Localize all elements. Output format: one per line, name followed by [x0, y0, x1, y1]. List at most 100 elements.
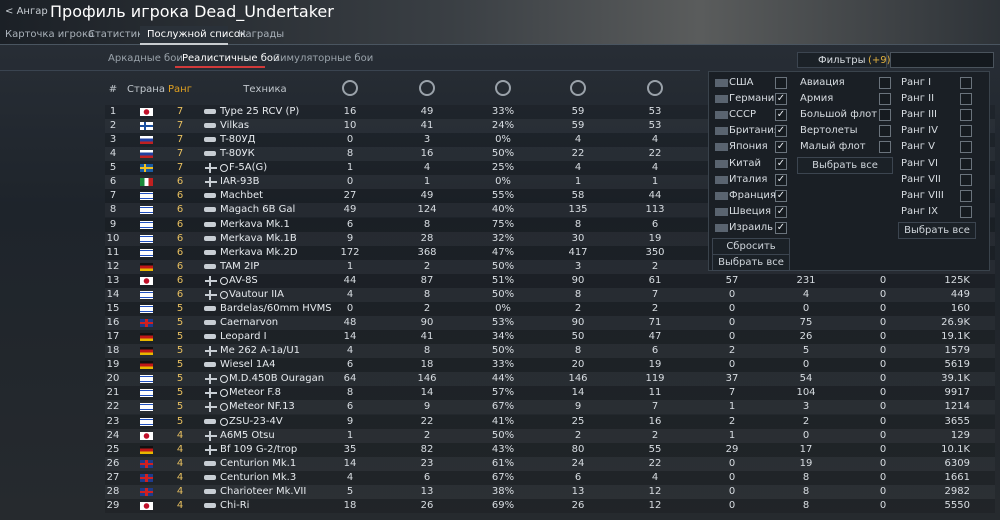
checkbox[interactable] — [879, 141, 891, 154]
filter-button[interactable]: Сбросить — [712, 238, 790, 255]
checkbox[interactable] — [879, 125, 891, 138]
stat-cell: 6309 — [944, 457, 970, 469]
vehicle-icon — [204, 151, 216, 157]
checkbox[interactable] — [960, 93, 972, 106]
vehicle-icon-wing — [209, 374, 211, 385]
table-row[interactable] — [105, 330, 995, 345]
stat-cell: 47% — [491, 246, 515, 258]
column-icon[interactable] — [342, 80, 358, 96]
tab[interactable]: Статистика — [88, 29, 150, 40]
table-row[interactable] — [105, 273, 995, 288]
table-row[interactable] — [105, 414, 995, 429]
checkbox[interactable]: ✓ — [775, 173, 787, 186]
row-number: 21 — [106, 387, 120, 399]
filter-button[interactable]: Выбрать все — [898, 222, 976, 239]
column-header[interactable]: Ранг — [168, 84, 192, 95]
checkbox[interactable] — [960, 205, 972, 218]
mode-tab[interactable]: Реалистичные бои — [182, 53, 280, 64]
column-icon[interactable] — [570, 80, 586, 96]
filter-button[interactable]: Выбрать все — [797, 157, 893, 174]
table-row[interactable] — [105, 498, 995, 513]
table-row[interactable] — [105, 470, 995, 485]
checkbox[interactable] — [879, 109, 891, 122]
mode-tab[interactable]: Симуляторные бои — [273, 53, 374, 64]
column-header: # — [108, 84, 118, 95]
stat-cell: 6 — [346, 359, 354, 371]
table-row[interactable] — [105, 358, 995, 373]
back-button[interactable]: < Ангар | — [5, 6, 55, 17]
stat-cell: 0 — [346, 176, 354, 188]
stat-cell: 449 — [950, 288, 970, 300]
stat-cell: 61 — [648, 274, 662, 286]
filter-button[interactable]: Выбрать все — [712, 254, 790, 271]
tab[interactable]: Послужной список — [147, 29, 246, 40]
search-box[interactable] — [890, 52, 994, 68]
stat-cell: 18 — [343, 499, 357, 511]
column-icon[interactable] — [419, 80, 435, 96]
checkbox[interactable] — [775, 77, 787, 89]
checkbox[interactable] — [960, 109, 972, 122]
column-icon[interactable] — [495, 80, 511, 96]
table-row[interactable] — [105, 301, 995, 316]
country-flag — [715, 143, 728, 152]
stat-cell: 8 — [574, 288, 582, 300]
stat-cell: 90 — [571, 274, 585, 286]
stat-cell: 19 — [648, 359, 662, 371]
stat-cell: 10.1K — [941, 443, 970, 455]
checkbox[interactable]: ✓ — [775, 109, 787, 122]
vehicle-icon — [205, 167, 217, 170]
tab[interactable]: Карточка игрока — [5, 29, 95, 40]
country-flag — [140, 403, 153, 412]
checkbox[interactable] — [960, 141, 972, 154]
country-flag — [140, 150, 153, 159]
tab[interactable]: Награды — [238, 29, 285, 40]
stat-cell: 6 — [346, 401, 354, 413]
country-flag — [140, 431, 153, 440]
vehicle-icon — [204, 235, 216, 241]
checkbox[interactable]: ✓ — [775, 125, 787, 138]
row-number: 26 — [106, 457, 120, 469]
stat-cell: 30 — [571, 232, 585, 244]
checkbox[interactable] — [960, 173, 972, 186]
premium-icon — [220, 290, 228, 299]
stat-cell: 0% — [495, 134, 511, 146]
type-label: Армия — [800, 93, 834, 105]
stat-cell: 38% — [491, 485, 515, 497]
stat-cell: 41 — [420, 120, 434, 132]
country-label: Израиль — [729, 221, 774, 233]
vehicle-icon — [205, 392, 217, 395]
checkbox[interactable] — [879, 93, 891, 106]
row-number: 16 — [106, 317, 120, 329]
column-icon[interactable] — [647, 80, 663, 96]
checkbox[interactable] — [960, 77, 972, 89]
vehicle-icon-wing — [209, 289, 211, 300]
filters-button[interactable] — [797, 52, 887, 68]
stat-cell: 4 — [346, 345, 354, 357]
vehicle-name: T-80УК — [220, 148, 255, 160]
checkbox[interactable]: ✓ — [775, 205, 787, 218]
checkbox[interactable]: ✓ — [775, 141, 787, 154]
stat-cell: 417 — [568, 246, 588, 258]
checkbox[interactable] — [960, 189, 972, 202]
mode-tab[interactable]: Аркадные бои — [108, 53, 183, 64]
checkbox[interactable]: ✓ — [775, 157, 787, 170]
checkbox[interactable]: ✓ — [775, 221, 787, 234]
table-row[interactable] — [105, 442, 995, 457]
checkbox[interactable]: ✓ — [775, 189, 787, 202]
stat-cell: 10 — [343, 120, 357, 132]
stat-cell: 9 — [574, 401, 582, 413]
stat-cell: 13 — [571, 485, 585, 497]
checkbox[interactable] — [879, 77, 891, 89]
checkbox[interactable] — [960, 125, 972, 138]
table-row[interactable] — [105, 386, 995, 401]
country-flag — [140, 108, 153, 116]
column-header[interactable]: Техника — [243, 84, 287, 95]
checkbox[interactable] — [960, 157, 972, 170]
table-divider — [0, 70, 700, 71]
stat-cell: 16 — [343, 106, 357, 117]
stat-cell: 0 — [728, 302, 736, 314]
stat-cell: 87 — [420, 274, 434, 286]
vehicle-name: Vilkas — [220, 120, 250, 132]
stat-cell: 368 — [417, 246, 437, 258]
checkbox[interactable]: ✓ — [775, 93, 787, 106]
